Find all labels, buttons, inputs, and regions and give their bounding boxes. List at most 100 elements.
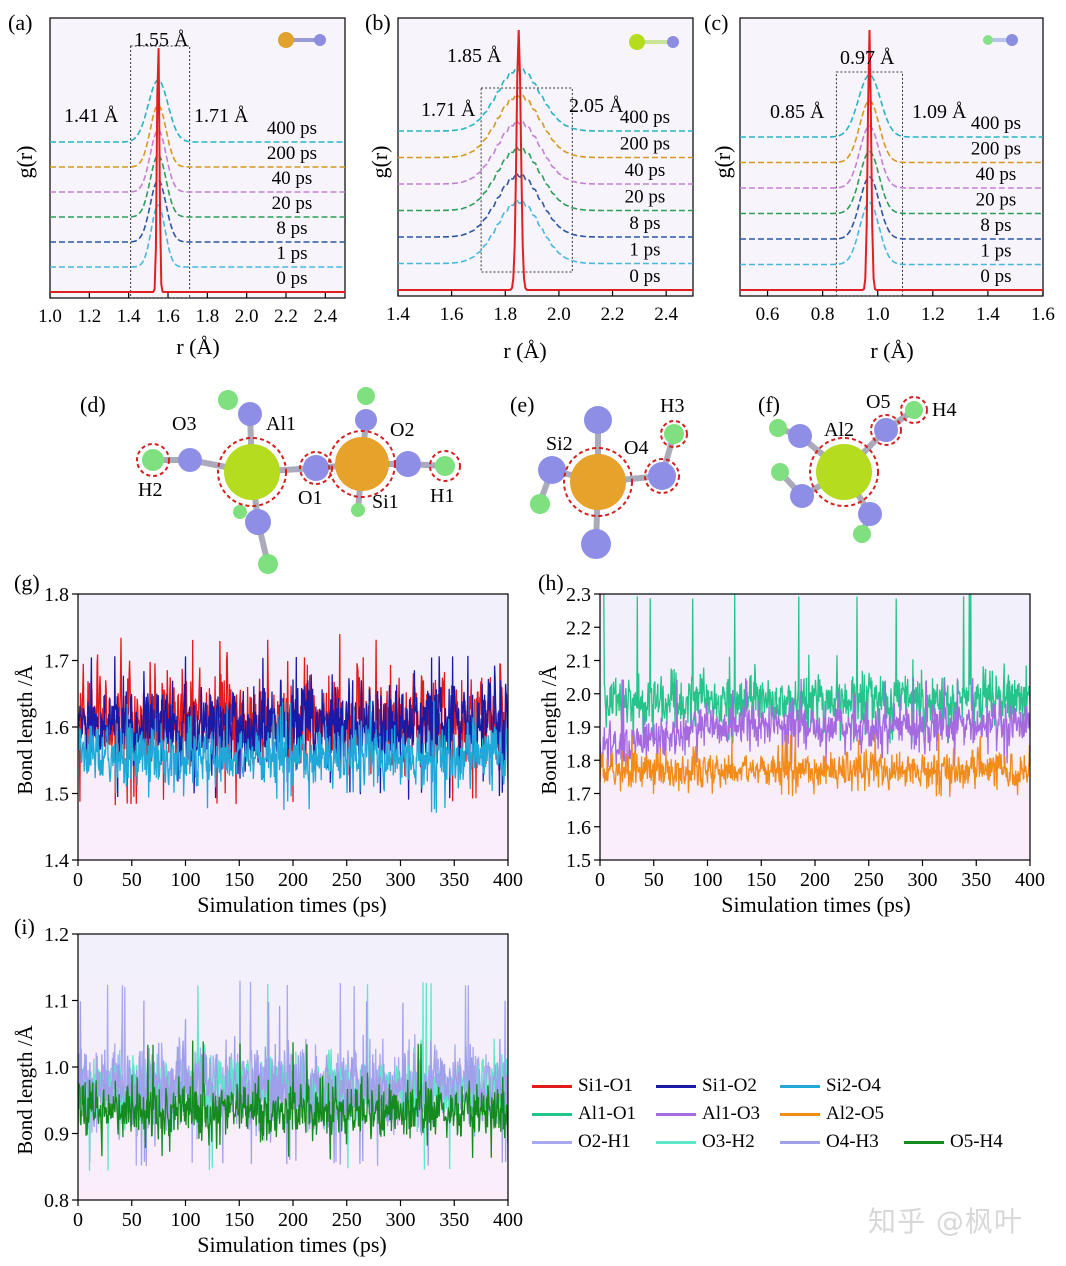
legend-item: Si1-O1 [532, 1075, 656, 1097]
rdf-line-400-ps [50, 79, 345, 143]
bond-line-Al1-O3 [600, 677, 1030, 768]
atom-label-Al2: Al2 [824, 419, 854, 441]
panel-i-ylabel: Bond length /Å [13, 1024, 37, 1154]
x-tick-label: 2.4 [654, 304, 678, 325]
x-tick-label: 50 [122, 1209, 142, 1231]
panel-g: 0 50 100 150 200 250 300 350 4001.41.51.61.71.8 … [13, 570, 523, 917]
x-tick-label: 350 [439, 869, 469, 891]
atom-label-H1: H1 [430, 485, 454, 507]
panel-b-xlabel: r (Å) [503, 338, 546, 363]
x-tick-label: 350 [961, 869, 991, 891]
x-tick-label: 1.8 [493, 304, 517, 325]
panel-g-letter: (g) [14, 570, 40, 595]
x-tick-label: 100 [171, 1209, 201, 1231]
x-tick-label: 150 [224, 1209, 254, 1231]
x-tick-label: 0 [595, 869, 605, 891]
panel-h-xlabel: Simulation times (ps) [721, 892, 910, 917]
bond-line-Al2-O5 [600, 733, 1030, 797]
rdf-line-1-ps [398, 199, 693, 265]
legend-swatch [656, 1140, 696, 1144]
rdf-line-40-ps [740, 125, 1043, 189]
panel-h-ylabel: Bond length /Å [537, 664, 561, 794]
x-tick-label: 1.0 [38, 306, 62, 327]
panel-d: (d) O3 Al1 O2 H2 O1 Si1 H [80, 387, 461, 574]
x-tick-label: 1.2 [77, 306, 101, 327]
x-tick-label: 2.2 [601, 304, 625, 325]
bond-line-O5-H4 [78, 1040, 508, 1160]
series-label: 400 ps [971, 113, 1021, 134]
legend-swatch [532, 1140, 572, 1144]
y-tick-label: 1.6 [44, 717, 69, 739]
series-label: 40 ps [625, 160, 666, 181]
series-label: 1 ps [980, 241, 1011, 262]
atom-label-H3: H3 [660, 395, 684, 417]
atom-label-O1: O1 [298, 487, 322, 509]
rdf-line-40-ps [398, 119, 693, 185]
x-tick-label: 50 [122, 869, 142, 891]
series-label: 200 ps [267, 143, 317, 164]
series-label: 20 ps [976, 190, 1017, 211]
legend-label: O2-H1 [578, 1131, 631, 1152]
x-tick-label: 100 [693, 869, 723, 891]
legend-label: Si1-O2 [702, 1075, 757, 1096]
legend-item: O4-H3 [780, 1131, 904, 1153]
x-tick-label: 1.4 [386, 304, 410, 325]
rdf-line-20-ps [398, 146, 693, 212]
y-tick-label: 2.3 [566, 584, 591, 606]
legend-label: Al2-O5 [826, 1103, 885, 1124]
rdf-plot-c: 0.6 0.8 1.0 1.2 1.4 1.6 400 ps 200 ps 40 ps 20 ps… [739, 17, 1055, 325]
legend-item: Al1-O3 [656, 1103, 780, 1125]
legend-row: O2-H1 O3-H2 O4-H3 O5-H4 [532, 1128, 1052, 1156]
window-box [130, 45, 191, 299]
x-tick-label: 1.4 [976, 304, 1000, 325]
panel-a-ylabel: g(r) [12, 146, 37, 179]
panel-b-left-annotation: 1.71 Å [421, 99, 476, 121]
y-tick-label: 1.8 [566, 750, 591, 772]
legend-label: Si1-O1 [578, 1075, 633, 1096]
x-tick-label: 1.4 [117, 306, 141, 327]
x-tick-label: 350 [439, 1209, 469, 1231]
legend-swatch [532, 1112, 572, 1116]
y-tick-label: 1.6 [566, 817, 591, 839]
plot-area [49, 17, 346, 299]
window-box [480, 87, 573, 273]
x-tick-label: 400 [1015, 869, 1045, 891]
panel-f: (f) O5 H4 Al2 [758, 391, 956, 543]
x-tick-label: 0 [73, 869, 83, 891]
panel-h: 0 50 100 150 200 250 300 350 400 1.5 1.6 1.7 1.8 1.9 2… [537, 570, 1045, 917]
y-tick-label: 2.0 [566, 684, 591, 706]
panel-b-molecule-icon [629, 34, 679, 50]
series-label: 200 ps [971, 139, 1021, 160]
legend-item: Al1-O1 [532, 1103, 656, 1125]
x-tick-label: 0 [73, 1209, 83, 1231]
series-label: 8 ps [629, 213, 660, 234]
legend-swatch [780, 1140, 820, 1144]
y-tick-label: 1.4 [44, 850, 69, 872]
x-tick-label: 150 [224, 869, 254, 891]
x-tick-label: 1.6 [1031, 304, 1055, 325]
series-label: 0 ps [629, 266, 660, 287]
x-tick-label: 400 [493, 869, 523, 891]
y-tick-label: 1.5 [44, 784, 69, 806]
x-tick-label: 1.8 [195, 306, 219, 327]
panel-e: (e) H3 Si2 O4 [510, 392, 688, 559]
rdf-line-8-ps [50, 179, 345, 243]
x-tick-label: 2.2 [274, 306, 298, 327]
atom-label-O5: O5 [866, 391, 890, 413]
legend-label: O3-H2 [702, 1131, 755, 1152]
rdf-line-200-ps [740, 99, 1043, 164]
panel-i-letter: (i) [14, 914, 35, 939]
watermark: 知乎 @枫叶 [868, 1205, 1023, 1238]
rdf-line-8-ps [398, 172, 693, 238]
legend-item: O2-H1 [532, 1131, 656, 1153]
legend-swatch [656, 1112, 696, 1116]
bond-line-Al1-O1 [600, 594, 1030, 744]
rdf-line-8-ps [740, 176, 1043, 240]
legend-item: Si2-O4 [780, 1075, 904, 1097]
panel-a-peak-annotation: 1.55 Å [134, 29, 189, 51]
series-label: 400 ps [267, 118, 317, 139]
x-tick-label: 1.6 [440, 304, 464, 325]
panel-g-ylabel: Bond length /Å [13, 664, 37, 794]
series-label: 400 ps [620, 107, 670, 128]
series-label: 20 ps [272, 193, 313, 214]
